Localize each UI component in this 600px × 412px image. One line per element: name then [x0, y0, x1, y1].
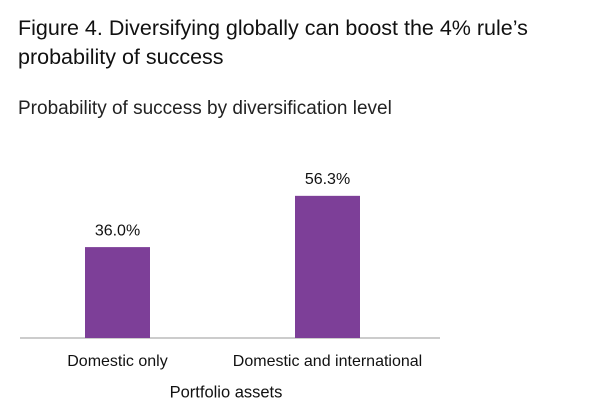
- x-tick-label: Domestic and international: [233, 353, 422, 370]
- bar: [85, 247, 150, 338]
- x-tick-label: Domestic only: [67, 353, 167, 370]
- chart-title: Figure 4. Diversifying globally can boos…: [18, 16, 528, 69]
- x-axis-label: Portfolio assets: [170, 383, 283, 401]
- value-label: 56.3%: [305, 171, 350, 188]
- bar: [295, 195, 360, 338]
- chart-subtitle: Probability of success by diversificatio…: [18, 98, 392, 119]
- value-label: 36.0%: [95, 222, 140, 239]
